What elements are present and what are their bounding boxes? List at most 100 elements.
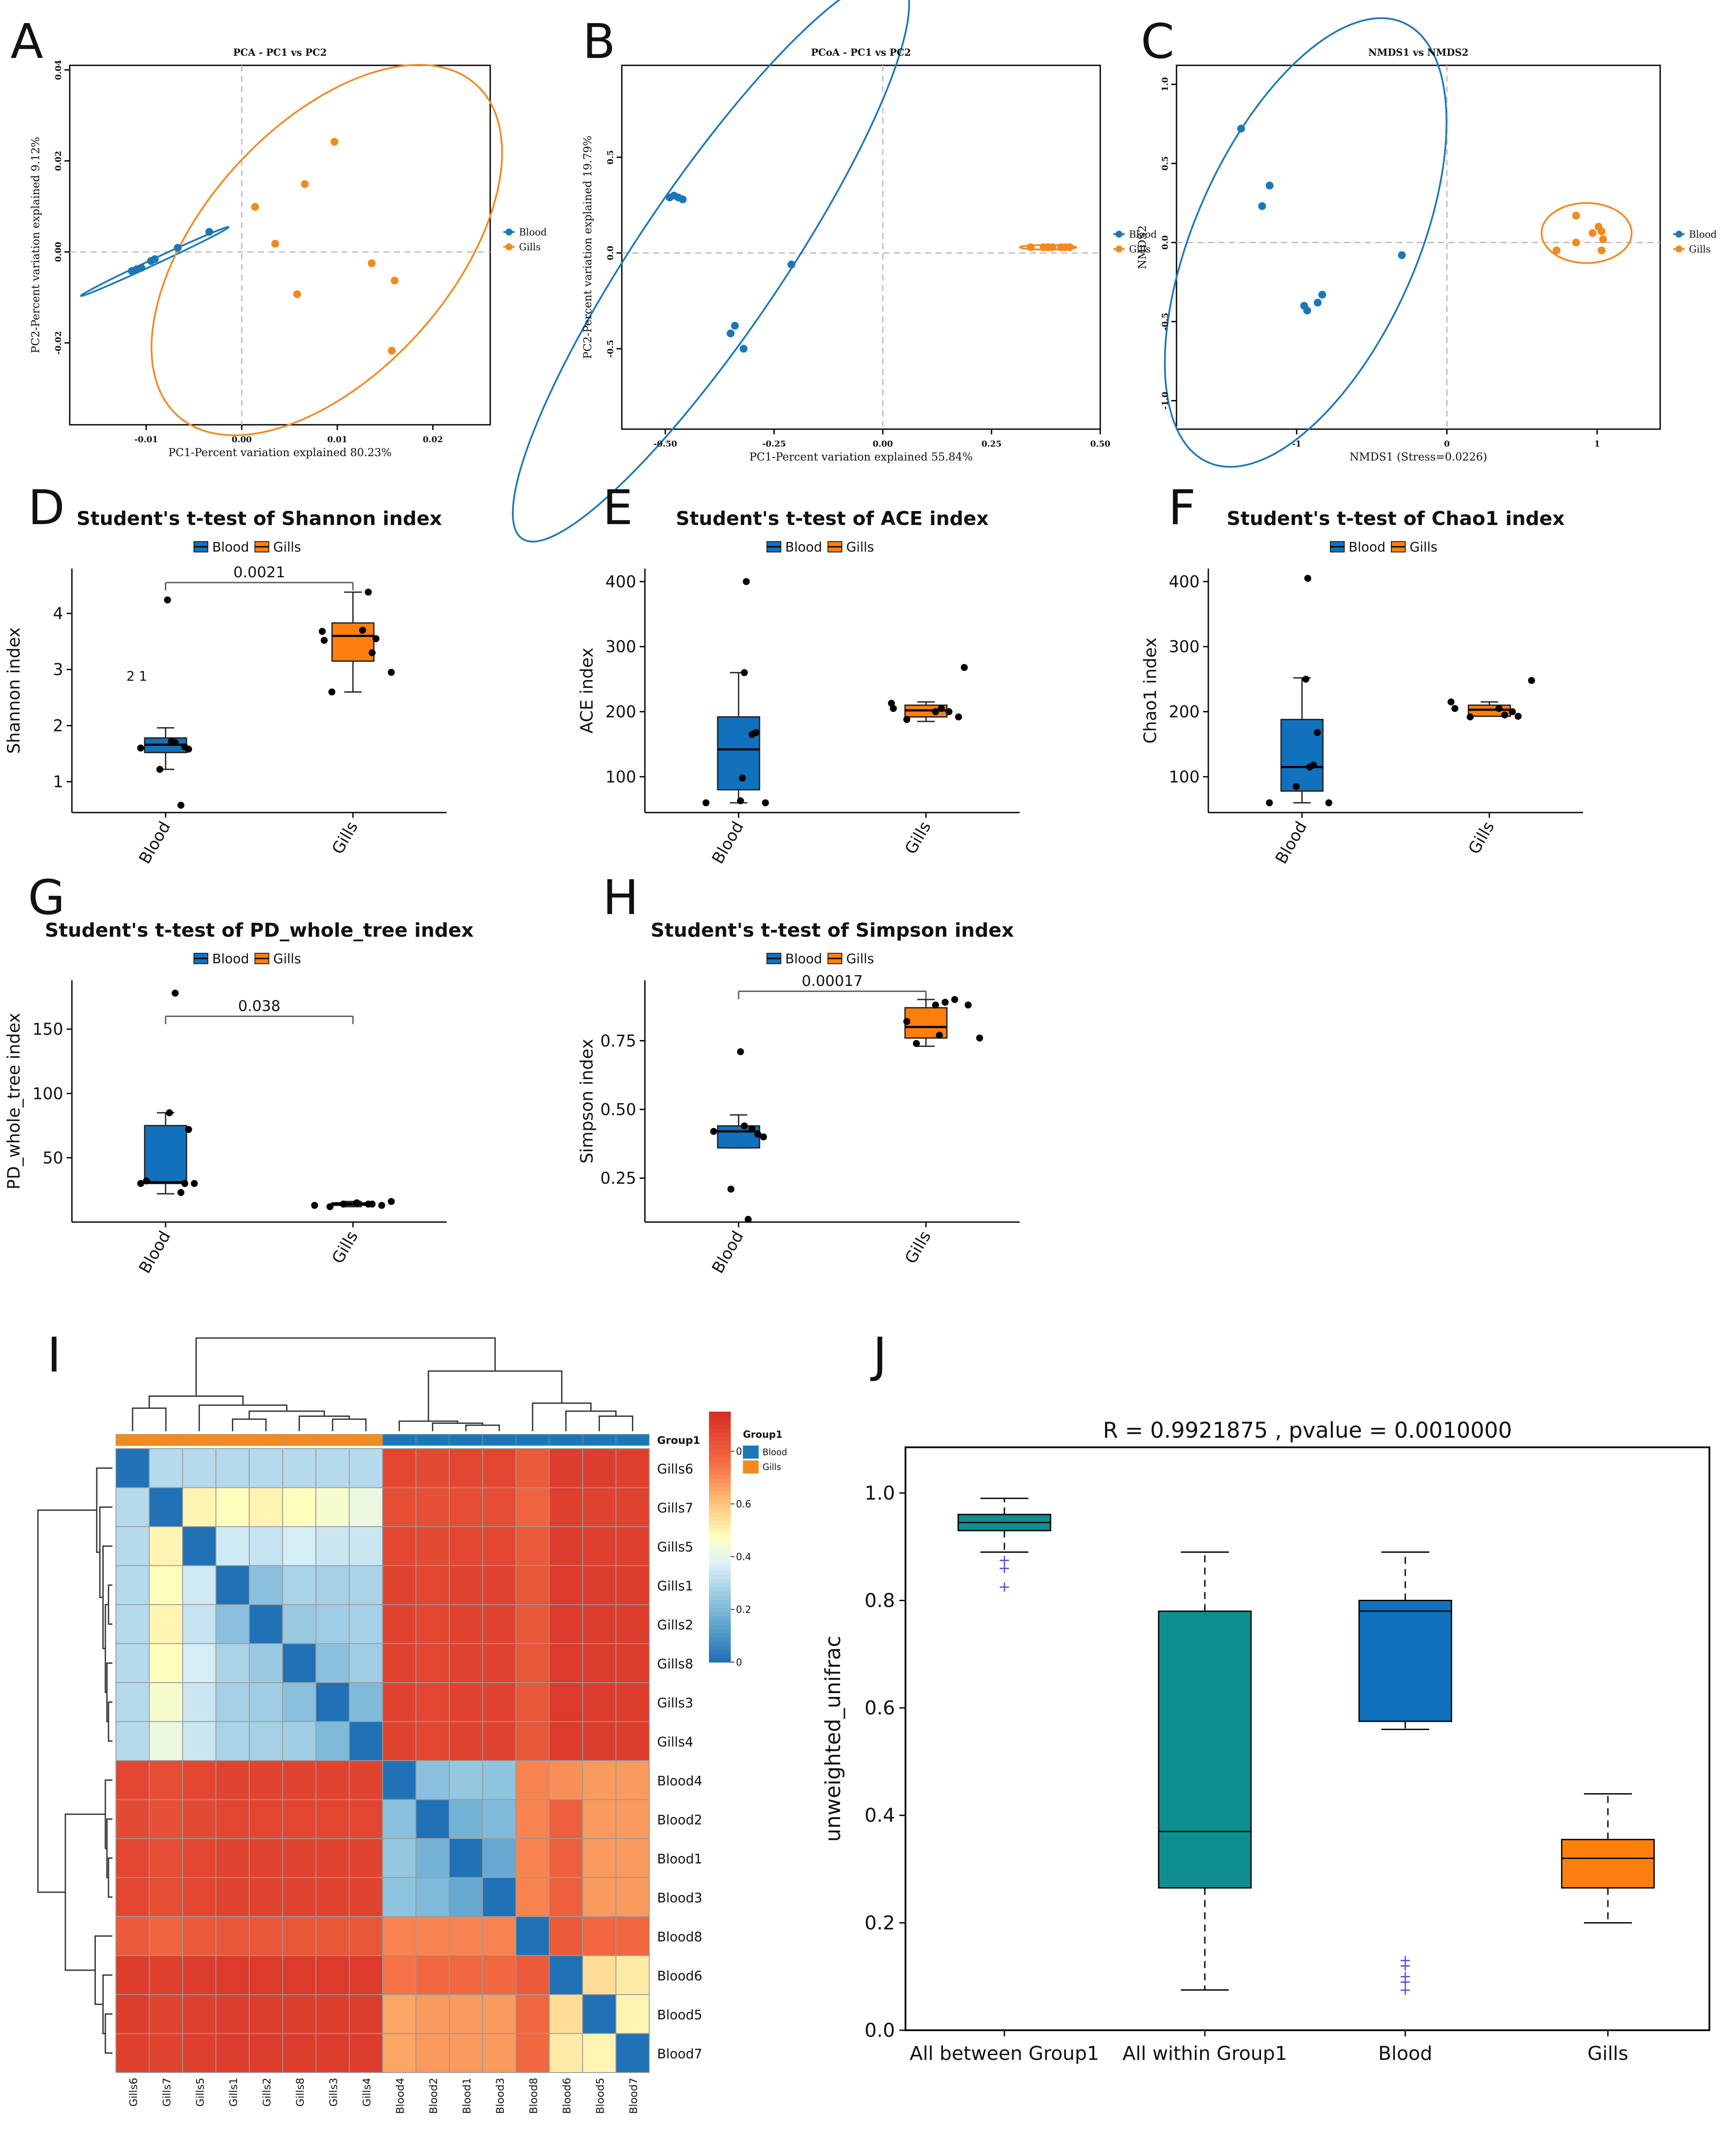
heatmap-cell bbox=[482, 1565, 516, 1605]
point-gills bbox=[1597, 246, 1606, 254]
point-blood bbox=[1265, 181, 1274, 190]
jitter-point bbox=[321, 637, 328, 644]
heatmap-cell bbox=[382, 1721, 417, 1761]
chart-title: PCoA - PC1 vs PC2 bbox=[811, 47, 911, 58]
jitter-point bbox=[172, 989, 179, 997]
heatmap-cell bbox=[215, 1526, 250, 1566]
point-blood bbox=[1237, 125, 1245, 133]
heatmap-cell bbox=[249, 1799, 283, 1839]
colorbar-segment bbox=[709, 1449, 731, 1454]
heatmap-cell bbox=[582, 1760, 617, 1800]
heatmap-cell bbox=[582, 1721, 617, 1761]
jitter-point bbox=[945, 708, 953, 715]
x-tick-label: Gills bbox=[328, 1228, 362, 1267]
legend-marker-blood bbox=[1675, 230, 1682, 238]
heatmap-cell bbox=[515, 1604, 550, 1644]
dendrogram-link bbox=[94, 1935, 112, 2005]
chart-title: Student's t-test of ACE index bbox=[676, 508, 989, 530]
boxplot-panel-f: 100 200 300 400 Blood Gills Student's t-test o… bbox=[1141, 508, 1583, 867]
heatmap-cell bbox=[215, 1877, 250, 1917]
y-tick-label: 150 bbox=[32, 1020, 63, 1039]
jitter-point bbox=[353, 1199, 360, 1206]
heatmap-cell bbox=[315, 1760, 350, 1800]
y-tick-label: 0.5 bbox=[1160, 156, 1170, 171]
chart-title: Student's t-test of Shannon index bbox=[77, 508, 442, 530]
y-tick-label: 0.2 bbox=[865, 1912, 895, 1934]
heatmap-cell bbox=[115, 1799, 150, 1839]
heatmap-cell bbox=[349, 1487, 383, 1527]
colorbar-segment bbox=[709, 1603, 731, 1609]
heatmap-cell bbox=[382, 1955, 417, 1995]
heatmap-cell bbox=[582, 1682, 617, 1722]
point-blood bbox=[205, 228, 214, 236]
y-tick-label: 0.25 bbox=[600, 1169, 636, 1188]
heatmap-cell bbox=[215, 1760, 250, 1800]
y-tick-label: 0.0 bbox=[606, 246, 615, 260]
heatmap-cell bbox=[582, 1604, 617, 1644]
panel-label-a: A bbox=[10, 14, 44, 69]
jitter-point bbox=[1310, 761, 1317, 769]
dendrogram-link bbox=[332, 1418, 367, 1431]
column-label: Blood3 bbox=[494, 2078, 506, 2114]
colorbar-segment bbox=[709, 1416, 731, 1421]
colorbar-segment bbox=[709, 1541, 731, 1546]
x-tick-label: 0.00 bbox=[873, 439, 893, 449]
heatmap-cell bbox=[215, 2033, 250, 2073]
row-label: Gills6 bbox=[657, 1462, 693, 1477]
chart-title: PCA - PC1 vs PC2 bbox=[233, 47, 327, 58]
confidence-ellipse-gills bbox=[150, 64, 503, 437]
jitter-point bbox=[964, 1001, 972, 1009]
y-tick-label: 200 bbox=[1169, 703, 1200, 721]
heatmap-cell bbox=[315, 1994, 350, 2034]
heatmap-cell bbox=[349, 1448, 383, 1488]
colorbar-segment bbox=[709, 1474, 731, 1479]
heatmap-cell bbox=[349, 1565, 383, 1605]
heatmap-cell bbox=[549, 1916, 583, 1956]
heatmap-cell bbox=[115, 1526, 150, 1566]
legend-label-blood: Blood bbox=[1349, 540, 1386, 555]
column-label: Gills8 bbox=[294, 2078, 306, 2107]
heatmap-cell bbox=[182, 1604, 217, 1644]
heatmap-cell bbox=[215, 1838, 250, 1878]
colorbar-segment bbox=[709, 1503, 731, 1508]
jitter-point bbox=[359, 627, 366, 634]
heatmap-cell bbox=[282, 1604, 316, 1644]
colorbar-segment bbox=[709, 1582, 731, 1588]
heatmap-cell bbox=[282, 1916, 316, 1956]
heatmap-cell bbox=[549, 1955, 583, 1995]
jitter-point bbox=[754, 1131, 761, 1138]
point-blood bbox=[1318, 291, 1326, 299]
dendrogram-link bbox=[298, 1416, 350, 1431]
y-tick-label: 0.6 bbox=[865, 1697, 895, 1719]
heatmap-cell bbox=[382, 1565, 417, 1605]
colorbar-segment bbox=[709, 1545, 731, 1550]
heatmap-cell bbox=[349, 1994, 383, 2034]
heatmap-cell bbox=[249, 1526, 283, 1566]
column-label: Blood5 bbox=[594, 2078, 606, 2114]
point-blood bbox=[1398, 251, 1406, 259]
group-bar-cell bbox=[349, 1434, 383, 1446]
y-tick-label: 2 bbox=[53, 716, 63, 735]
heatmap-cell bbox=[615, 1526, 650, 1566]
dendrogram-link bbox=[106, 1662, 112, 1722]
heatmap-cell bbox=[482, 1838, 516, 1878]
colorbar-segment bbox=[709, 1645, 731, 1650]
colorbar-segment bbox=[709, 1524, 731, 1529]
jitter-point bbox=[328, 688, 336, 696]
y-axis-label: PC2-Percent variation explained 19.79% bbox=[581, 135, 594, 359]
boxplot-panel-g: 50 100 150 Blood Gills 0.038 Student's t-test … bbox=[4, 919, 474, 1277]
colorbar-segment bbox=[709, 1612, 731, 1617]
jitter-point bbox=[326, 1203, 334, 1210]
heatmap-cell bbox=[282, 1955, 316, 1995]
jitter-point bbox=[156, 765, 163, 773]
heatmap-cell bbox=[549, 1682, 583, 1722]
colorbar-segment bbox=[709, 1495, 731, 1500]
heatmap-cell bbox=[449, 1877, 483, 1917]
heatmap-cell bbox=[182, 1838, 217, 1878]
outlier-marker: + bbox=[1399, 1957, 1412, 1974]
x-tick-label: Gills bbox=[901, 818, 935, 857]
group-legend-title: Group1 bbox=[743, 1429, 783, 1440]
heatmap-cell bbox=[382, 1448, 417, 1488]
heatmap-cell bbox=[115, 2033, 150, 2073]
jitter-point bbox=[727, 1185, 735, 1193]
